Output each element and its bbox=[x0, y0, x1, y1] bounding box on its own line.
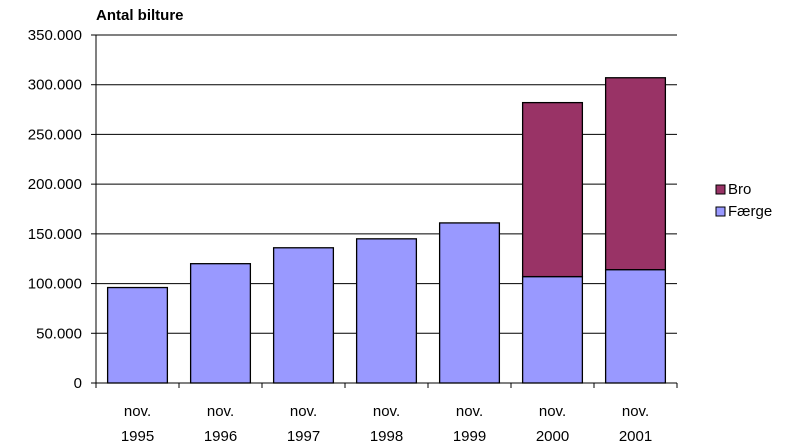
x-tick-label: 1996 bbox=[204, 428, 237, 445]
y-tick-label: 350.000 bbox=[28, 27, 82, 44]
bar-frge-1998 bbox=[355, 238, 418, 384]
x-tick-label: 2000 bbox=[536, 428, 569, 445]
x-tick-label: nov. bbox=[622, 403, 649, 420]
bar-frge-2001 bbox=[604, 269, 667, 384]
bar-frge-1996 bbox=[189, 263, 252, 384]
y-axis-title: Antal bilture bbox=[96, 7, 184, 24]
x-tick-label: nov. bbox=[124, 403, 151, 420]
y-tick-label: 250.000 bbox=[28, 126, 82, 143]
y-tick-label: 0 bbox=[74, 375, 82, 392]
x-tick-label: 1995 bbox=[121, 428, 154, 445]
x-tick-label: 1997 bbox=[287, 428, 320, 445]
x-tick-label: 1999 bbox=[453, 428, 486, 445]
x-tick-label: nov. bbox=[373, 403, 400, 420]
legend: Bro Færge bbox=[715, 181, 772, 220]
bar-frge-2000 bbox=[521, 275, 584, 384]
y-tick-label: 100.000 bbox=[28, 276, 82, 293]
bar-bro-2001 bbox=[604, 77, 667, 271]
legend-swatch bbox=[715, 184, 726, 195]
legend-label: Bro bbox=[728, 181, 751, 198]
x-tick-label: nov. bbox=[207, 403, 234, 420]
x-tick-label: nov. bbox=[456, 403, 483, 420]
axes bbox=[95, 35, 677, 384]
y-axis-ticks: 0 50.000 100.000 150.000 200.000 250.000 300.0… bbox=[28, 27, 96, 392]
y-tick-label: 50.000 bbox=[36, 325, 82, 342]
x-tick-label: 1998 bbox=[370, 428, 403, 445]
x-tick-label: nov. bbox=[290, 403, 317, 420]
bars bbox=[106, 77, 667, 384]
x-tick-label: nov. bbox=[539, 403, 566, 420]
legend-swatch bbox=[715, 206, 726, 217]
y-tick-label: 200.000 bbox=[28, 176, 82, 193]
x-axis-ticks: nov. 1995 nov. 1996 nov. 1997 nov. 1998 nov. 1999… bbox=[95, 383, 678, 445]
bar-bro-2000 bbox=[521, 101, 584, 278]
bar-frge-1997 bbox=[272, 247, 335, 384]
x-tick-label: 2001 bbox=[619, 428, 652, 445]
y-tick-label: 150.000 bbox=[28, 226, 82, 243]
bar-frge-1995 bbox=[106, 286, 169, 384]
y-tick-label: 300.000 bbox=[28, 77, 82, 94]
legend-label: Færge bbox=[728, 203, 772, 220]
bar-frge-1999 bbox=[438, 222, 501, 384]
